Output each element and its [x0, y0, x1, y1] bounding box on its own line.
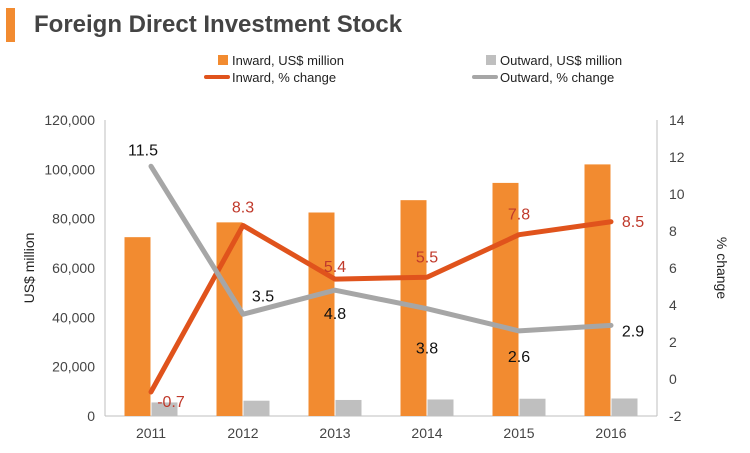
- inward-pct-label: -0.7: [157, 394, 185, 411]
- legend-swatch-bar: [486, 55, 496, 65]
- legend-label: Inward, % change: [232, 70, 336, 85]
- y-tick-label: 80,000: [52, 211, 95, 227]
- y-tick-label: 120,000: [44, 112, 95, 128]
- x-tick-label: 2015: [503, 425, 534, 441]
- y2-tick-label: 0: [669, 371, 677, 387]
- outward-pct-label: 3.5: [252, 288, 274, 305]
- outward-pct-label: 4.8: [324, 306, 346, 323]
- y2-tick-label: 12: [669, 149, 685, 165]
- inward-pct-label: 8.3: [232, 199, 254, 216]
- y-tick-label: 20,000: [52, 359, 95, 375]
- y2-tick-label: 2: [669, 334, 677, 350]
- y2-tick-label: 10: [669, 186, 685, 202]
- inward-bar: [308, 212, 335, 416]
- outward-bar: [519, 398, 546, 416]
- x-tick-label: 2013: [319, 425, 350, 441]
- page-title: Foreign Direct Investment Stock: [34, 11, 403, 38]
- outward-bar: [243, 400, 270, 416]
- outward-bar: [427, 399, 454, 416]
- outward-bar: [335, 399, 362, 416]
- outward-bar: [151, 402, 178, 416]
- outward-pct-line: [148, 163, 614, 334]
- y2-tick-label: 8: [669, 223, 677, 239]
- x-tick-label: 2016: [595, 425, 626, 441]
- y-tick-label: 60,000: [52, 260, 95, 276]
- legend-label: Outward, US$ million: [500, 53, 622, 68]
- legend-swatch-bar: [218, 55, 228, 65]
- y-tick-label: 0: [87, 408, 95, 424]
- inward-pct-label: 8.5: [622, 214, 644, 231]
- outward-pct-label: 3.8: [416, 341, 438, 358]
- inward-bar: [124, 237, 151, 416]
- inward-bar: [584, 164, 611, 416]
- outward-pct-label: 2.9: [622, 323, 644, 340]
- inward-pct-label: 5.5: [416, 249, 438, 266]
- legend-label: Outward, % change: [500, 70, 614, 85]
- y2-tick-label: 6: [669, 260, 677, 276]
- y2-tick-label: -2: [669, 408, 682, 424]
- y2-axis-title: % change: [714, 237, 730, 299]
- title-accent-bar: [6, 8, 15, 42]
- inward-bar: [492, 182, 519, 416]
- x-tick-label: 2014: [411, 425, 442, 441]
- y-axis-title: US$ million: [21, 233, 37, 304]
- legend-label: Inward, US$ million: [232, 53, 344, 68]
- x-tick-label: 2012: [227, 425, 258, 441]
- inward-pct-label: 7.8: [508, 207, 530, 224]
- y2-tick-label: 14: [669, 112, 685, 128]
- y-tick-label: 40,000: [52, 309, 95, 325]
- outward-bar: [611, 398, 638, 416]
- x-tick-label: 2011: [136, 425, 166, 441]
- inward-pct-label: 5.4: [324, 259, 346, 276]
- inward-pct-line: [148, 219, 614, 395]
- outward-pct-label: 2.6: [508, 349, 530, 366]
- outward-pct-label: 11.5: [128, 142, 158, 159]
- y2-tick-label: 4: [669, 297, 677, 313]
- y-tick-label: 100,000: [44, 161, 95, 177]
